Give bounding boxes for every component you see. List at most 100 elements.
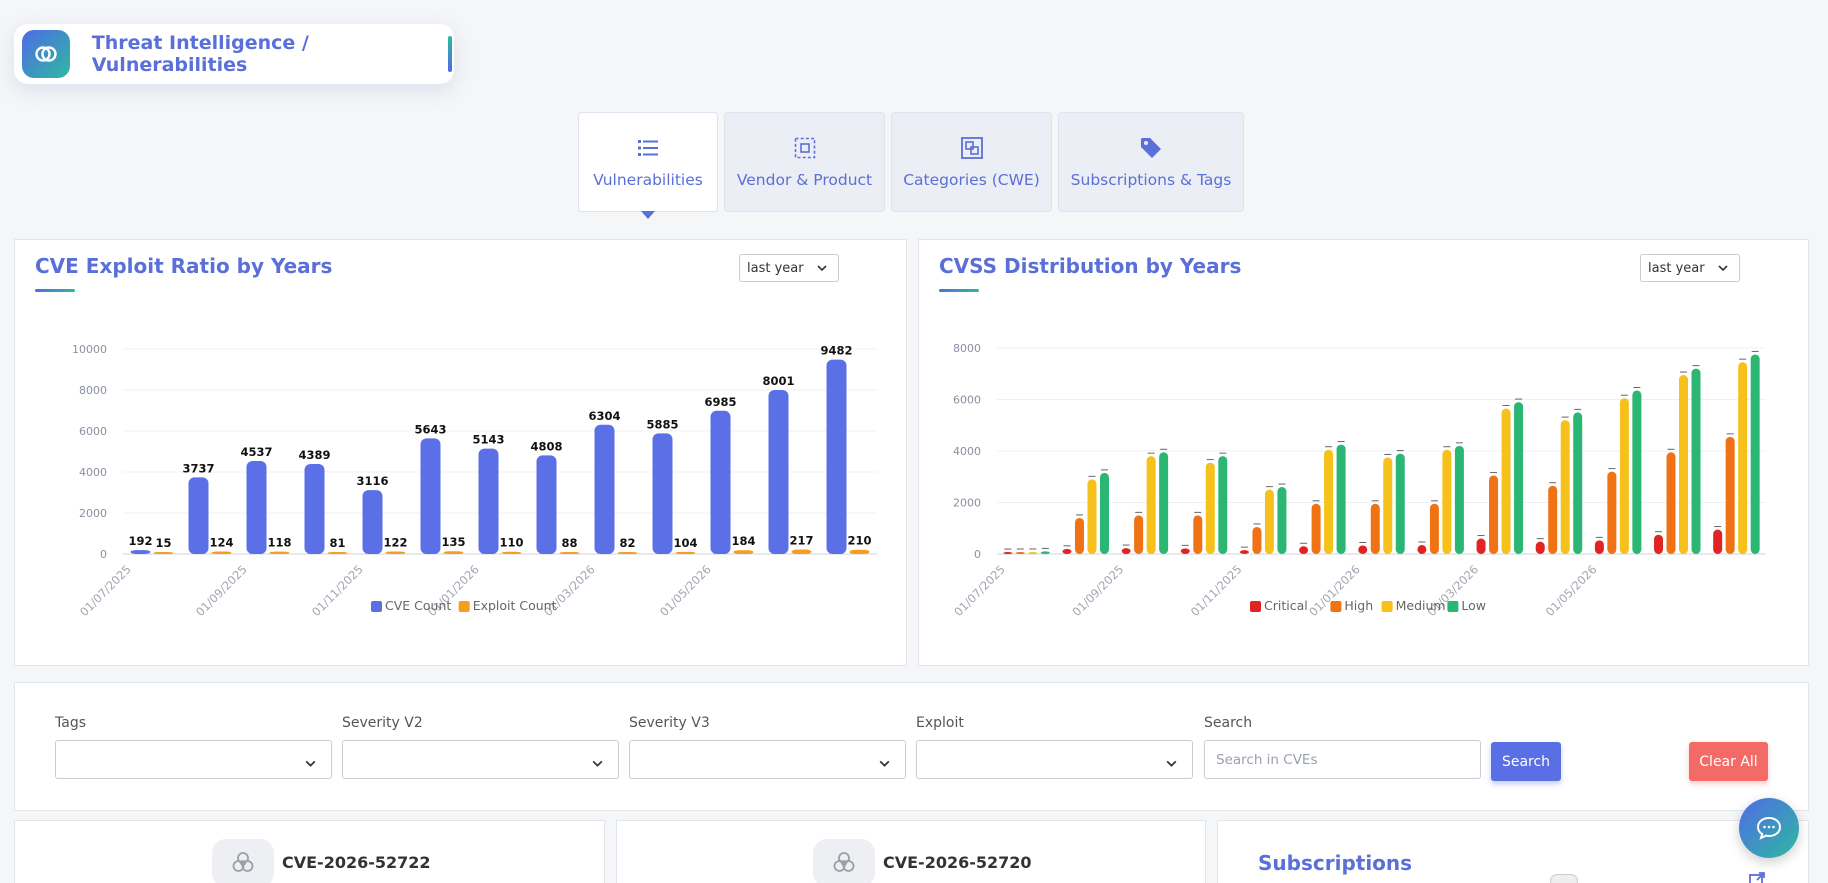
legend-swatch	[1250, 601, 1261, 612]
chart-bar	[1121, 548, 1131, 554]
tab-subscriptions-tags[interactable]: Subscriptions & Tags	[1058, 112, 1244, 212]
chevron-down-icon	[1165, 755, 1178, 774]
chart-bar	[153, 552, 174, 554]
x-tick-label: 01/07/2025	[951, 562, 1008, 619]
chart-bar	[188, 477, 209, 554]
severity-v3-label: Severity V3	[629, 715, 710, 731]
chart-bar	[675, 551, 696, 554]
chart-bar	[1573, 412, 1583, 554]
chevron-down-icon	[591, 755, 604, 774]
search-input[interactable]	[1204, 740, 1481, 779]
y-tick-label: 10000	[72, 343, 107, 356]
data-label: 124	[209, 535, 233, 549]
chart-bar	[1607, 471, 1617, 554]
cvss-range-select[interactable]: last year	[1640, 254, 1740, 282]
severity-v2-label: Severity V2	[342, 715, 423, 731]
chart-bar	[1336, 444, 1346, 554]
severity-v2-select[interactable]	[342, 740, 619, 779]
chart-bar	[1679, 375, 1689, 554]
chart-bar	[1725, 436, 1735, 554]
legend-label: Exploit Count	[473, 598, 557, 613]
chart-bar	[1476, 538, 1486, 554]
tags-select[interactable]	[55, 740, 332, 779]
chart-bar	[1632, 390, 1642, 554]
tab-bar: Vulnerabilities Vendor & Product Categor…	[578, 112, 1244, 219]
external-link-icon[interactable]	[1748, 871, 1766, 883]
list-icon	[637, 135, 659, 161]
chart-bar	[768, 389, 789, 554]
cve-id[interactable]: CVE-2026-52720	[883, 853, 1032, 872]
chart-bar	[1654, 534, 1664, 554]
chart-bar	[501, 551, 522, 554]
tab-vulnerabilities[interactable]: Vulnerabilities	[578, 112, 718, 219]
chart-bar	[1239, 550, 1249, 554]
select-box-icon	[794, 135, 816, 161]
cvss-distribution-card: CVSS Distribution by Years last year 0 20…	[918, 239, 1809, 666]
header-accent	[448, 36, 452, 72]
y-tick-label: 0	[100, 548, 107, 561]
chart-bar	[362, 490, 383, 554]
chart-bar	[1028, 551, 1038, 554]
chart-bar	[1015, 552, 1025, 554]
chart-bar	[1548, 485, 1558, 554]
data-label: 5885	[646, 417, 678, 431]
chart-bar	[1535, 541, 1545, 554]
chart-bar	[269, 551, 290, 554]
chart-bar	[733, 550, 754, 554]
chart-bar	[1074, 517, 1084, 554]
chart-bar	[1277, 487, 1287, 554]
severity-v3-select[interactable]	[629, 740, 906, 779]
tab-label: Vulnerabilities	[593, 171, 703, 189]
title-underline	[35, 289, 75, 292]
data-label: 110	[499, 536, 523, 550]
tab-categories-cwe[interactable]: Categories (CWE)	[891, 112, 1052, 212]
chart-bar	[1062, 548, 1072, 554]
data-label: 6304	[588, 409, 620, 423]
data-label: 8001	[762, 374, 794, 388]
exploit-range-select[interactable]: last year	[739, 254, 839, 282]
cve-id[interactable]: CVE-2026-52722	[282, 853, 431, 872]
legend-swatch	[1330, 601, 1342, 612]
cve-card[interactable]: CVE-2026-52722	[14, 820, 605, 883]
tags-filter: Tags	[55, 715, 332, 779]
chart-bar	[385, 551, 406, 554]
data-label: 184	[731, 534, 755, 548]
tab-vendor-product[interactable]: Vendor & Product	[724, 112, 885, 212]
chart-bar	[559, 552, 580, 554]
page-header: Threat Intelligence / Vulnerabilities	[14, 24, 454, 84]
data-label: 118	[267, 536, 291, 550]
subscriptions-toggle[interactable]	[1550, 874, 1578, 883]
search-label: Search	[1204, 715, 1253, 731]
y-tick-label: 4000	[79, 466, 107, 479]
chart-bar	[478, 448, 499, 554]
clear-all-button[interactable]: Clear All	[1689, 742, 1768, 781]
chart-bar	[1218, 456, 1228, 554]
tab-label: Subscriptions & Tags	[1070, 171, 1232, 189]
chat-button[interactable]	[1739, 798, 1799, 858]
chart-bar	[791, 549, 812, 554]
data-label: 5643	[414, 422, 446, 436]
chart-bar	[1358, 545, 1368, 554]
legend-label: Medium	[1396, 598, 1446, 613]
linked-rings-icon[interactable]	[22, 30, 70, 78]
chevron-down-icon	[878, 755, 891, 774]
y-tick-label: 0	[974, 548, 981, 561]
chart-bar	[1040, 551, 1050, 554]
exploit-select[interactable]	[916, 740, 1193, 779]
card-title: CVSS Distribution by Years	[939, 254, 1242, 278]
cve-card[interactable]: CVE-2026-52720	[616, 820, 1206, 883]
x-tick-label: 01/09/2025	[193, 562, 250, 619]
chart-bar	[617, 552, 638, 554]
chart-bar	[594, 424, 615, 554]
search-button[interactable]: Search	[1491, 742, 1561, 781]
tag-icon	[1139, 135, 1163, 161]
chart-bar	[826, 359, 847, 554]
chart-bar	[1146, 456, 1156, 554]
legend-swatch	[1381, 601, 1393, 612]
title-underline	[939, 289, 979, 292]
range-select-value: last year	[1648, 260, 1705, 276]
chevron-down-icon	[816, 262, 828, 278]
data-label: 5143	[472, 433, 504, 447]
data-label: 122	[383, 535, 407, 549]
data-label: 9482	[820, 344, 852, 358]
